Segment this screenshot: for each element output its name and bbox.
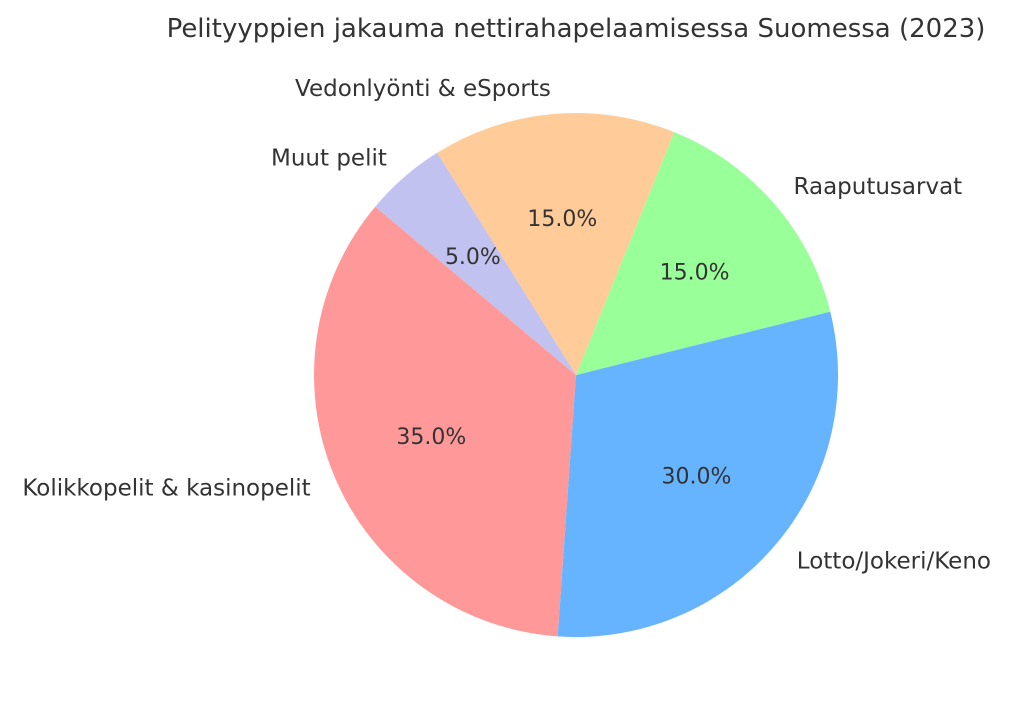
slice-label-vedonly-nti-esports: Vedonlyönti & eSports [295,76,551,102]
slice-label-muut-pelit: Muut pelit [271,146,387,172]
chart-title: Pelityyppien jakauma nettirahapelaamises… [167,14,986,44]
slice-label-lotto-jokeri-keno: Lotto/Jokeri/Keno [797,548,991,574]
slice-label-raaputusarvat: Raaputusarvat [794,174,963,200]
slice-label-kolikkopelit-kasinopelit: Kolikkopelit & kasinopelit [22,476,310,502]
pie-slice-raaputusarvat [576,132,831,375]
pie-slice-muut-pelit [375,152,576,375]
slice-pct-vedonly-nti-esports: 15.0% [527,207,597,232]
slice-pct-muut-pelit: 5.0% [445,245,501,270]
slice-pct-raaputusarvat: 15.0% [660,261,730,286]
slice-pct-kolikkopelit-kasinopelit: 35.0% [396,425,466,450]
pie-slice-vedonly-nti-esports [437,112,675,375]
pie-layer: Kolikkopelit & kasinopelit 35.0% Lotto/Jok… [22,76,991,637]
pie-slice-lotto-jokeri-keno [557,311,839,637]
pie-slice-kolikkopelit-kasinopelit [314,206,576,637]
slice-pct-lotto-jokeri-keno: 30.0% [661,465,731,490]
